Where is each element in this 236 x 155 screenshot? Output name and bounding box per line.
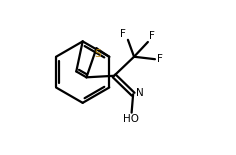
Text: N: N	[136, 88, 144, 98]
Text: S: S	[94, 49, 101, 59]
Text: HO: HO	[123, 114, 139, 124]
Text: F: F	[120, 29, 126, 39]
Text: F: F	[157, 54, 163, 64]
Text: F: F	[149, 31, 155, 41]
